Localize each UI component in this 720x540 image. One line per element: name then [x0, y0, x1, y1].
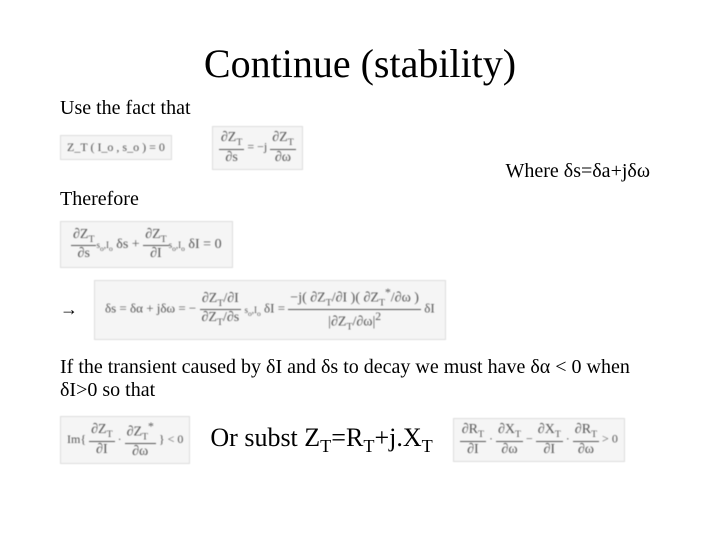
- eq-row-3: → δs = δα + jδω = − ∂ZT/∂I∂ZT/∂s so,Io δ…: [60, 280, 660, 340]
- arrow-icon: →: [60, 299, 78, 320]
- eq-rx-cond: ∂RT∂I · ∂XT∂ω − ∂XT∂I · ∂RT∂ω > 0: [453, 418, 625, 462]
- eq-row-4: Im{ ∂ZT∂I · ∂ZT*∂ω } < 0 Or subst ZT=RT+…: [60, 416, 660, 464]
- eq-dzt-ds: ∂ZT∂s = −j ∂ZT∂ω: [212, 126, 303, 170]
- eq-therefore: ∂ZT∂sso,Io δs + ∂ZT∂Iso,Io δI = 0: [60, 221, 233, 269]
- eq-zt-zero: Z_T ( I_o , s_o ) = 0: [60, 135, 172, 160]
- therefore-label: Therefore: [60, 188, 660, 211]
- use-fact-line: Use the fact that: [60, 97, 660, 120]
- where-text: Where δs=δa+jδω: [505, 160, 650, 183]
- transient-text: If the transient caused by δI and δs to …: [60, 356, 660, 402]
- slide-title: Continue (stability): [60, 40, 660, 87]
- eq-row-2: ∂ZT∂sso,Io δs + ∂ZT∂Iso,Io δI = 0: [60, 221, 660, 269]
- eq-delta-s: δs = δα + jδω = − ∂ZT/∂I∂ZT/∂s so,Io δI …: [94, 280, 446, 340]
- eq-im-cond: Im{ ∂ZT∂I · ∂ZT*∂ω } < 0: [60, 416, 190, 464]
- or-subst-text: Or subst ZT=RT+j.XT: [210, 423, 432, 457]
